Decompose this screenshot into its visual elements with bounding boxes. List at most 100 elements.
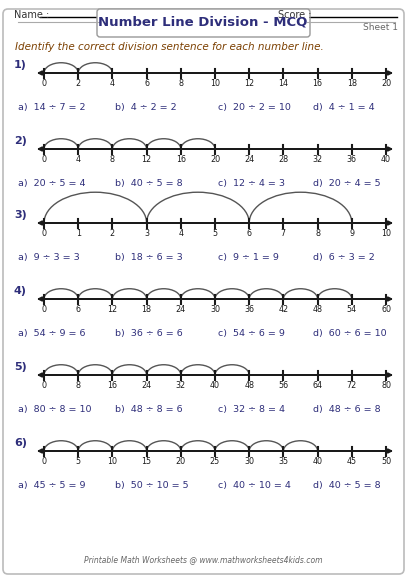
Text: 5: 5	[76, 457, 81, 466]
Text: 35: 35	[278, 457, 289, 466]
Text: d)  4 ÷ 1 = 4: d) 4 ÷ 1 = 4	[313, 103, 374, 112]
Text: 15: 15	[142, 457, 152, 466]
Text: 16: 16	[107, 381, 117, 390]
Text: c)  54 ÷ 6 = 9: c) 54 ÷ 6 = 9	[218, 329, 285, 338]
Text: 25: 25	[210, 457, 220, 466]
Text: 20: 20	[176, 457, 186, 466]
Text: 4: 4	[76, 155, 81, 164]
Text: d)  48 ÷ 6 = 8: d) 48 ÷ 6 = 8	[313, 405, 381, 414]
Text: 28: 28	[278, 155, 289, 164]
Text: 30: 30	[244, 457, 254, 466]
Text: 6: 6	[247, 229, 252, 238]
Text: 1: 1	[76, 229, 81, 238]
Text: 16: 16	[176, 155, 186, 164]
Text: 40: 40	[381, 155, 391, 164]
Text: 12: 12	[107, 305, 118, 314]
Text: 72: 72	[347, 381, 357, 390]
Text: 4: 4	[110, 79, 115, 88]
Text: 32: 32	[313, 155, 323, 164]
Text: 14: 14	[278, 79, 289, 88]
Text: 5): 5)	[14, 362, 27, 372]
Text: d)  60 ÷ 6 = 10: d) 60 ÷ 6 = 10	[313, 329, 387, 338]
Text: 5: 5	[212, 229, 218, 238]
Text: 2: 2	[76, 79, 81, 88]
Text: c)  32 ÷ 8 = 4: c) 32 ÷ 8 = 4	[218, 405, 285, 414]
Text: 45: 45	[347, 457, 357, 466]
Text: 48: 48	[244, 381, 254, 390]
Text: 64: 64	[313, 381, 323, 390]
Text: 80: 80	[381, 381, 391, 390]
Text: 24: 24	[244, 155, 254, 164]
Text: 48: 48	[313, 305, 323, 314]
Text: a)  45 ÷ 5 = 9: a) 45 ÷ 5 = 9	[18, 481, 85, 490]
Text: 0: 0	[42, 79, 46, 88]
Text: 24: 24	[142, 381, 152, 390]
Text: Printable Math Worksheets @ www.mathworksheets4kids.com: Printable Math Worksheets @ www.mathwork…	[84, 555, 322, 564]
Text: 12: 12	[244, 79, 254, 88]
Text: b)  36 ÷ 6 = 6: b) 36 ÷ 6 = 6	[115, 329, 183, 338]
Text: 8: 8	[315, 229, 320, 238]
Text: d)  20 ÷ 4 = 5: d) 20 ÷ 4 = 5	[313, 179, 381, 188]
Text: 0: 0	[42, 305, 46, 314]
Text: 0: 0	[42, 229, 46, 238]
Text: Identify the correct division sentence for each number line.: Identify the correct division sentence f…	[15, 42, 324, 52]
Text: a)  9 ÷ 3 = 3: a) 9 ÷ 3 = 3	[18, 253, 80, 262]
Text: b)  4 ÷ 2 = 2: b) 4 ÷ 2 = 2	[115, 103, 177, 112]
Text: d)  40 ÷ 5 = 8: d) 40 ÷ 5 = 8	[313, 481, 381, 490]
Text: c)  20 ÷ 2 = 10: c) 20 ÷ 2 = 10	[218, 103, 291, 112]
Text: 1): 1)	[14, 60, 27, 70]
Text: 10: 10	[210, 79, 220, 88]
Text: 60: 60	[381, 305, 391, 314]
Text: 40: 40	[313, 457, 323, 466]
FancyBboxPatch shape	[3, 9, 404, 574]
Text: 9: 9	[349, 229, 354, 238]
Text: Number Line Division - MCQ: Number Line Division - MCQ	[98, 16, 308, 28]
Text: 4): 4)	[14, 286, 27, 296]
Text: b)  48 ÷ 8 = 6: b) 48 ÷ 8 = 6	[115, 405, 183, 414]
Text: 7: 7	[281, 229, 286, 238]
Text: c)  12 ÷ 4 = 3: c) 12 ÷ 4 = 3	[218, 179, 285, 188]
Text: Sheet 1: Sheet 1	[363, 24, 398, 32]
Text: 36: 36	[244, 305, 254, 314]
Text: 10: 10	[381, 229, 391, 238]
Text: 56: 56	[278, 381, 289, 390]
Text: 8: 8	[110, 155, 115, 164]
Text: 0: 0	[42, 155, 46, 164]
Text: 30: 30	[210, 305, 220, 314]
Text: 24: 24	[176, 305, 186, 314]
Text: 36: 36	[347, 155, 357, 164]
Text: 2): 2)	[14, 136, 27, 146]
Text: 32: 32	[176, 381, 186, 390]
Text: Score :: Score :	[278, 10, 311, 20]
Text: a)  54 ÷ 9 = 6: a) 54 ÷ 9 = 6	[18, 329, 85, 338]
Text: 3: 3	[144, 229, 149, 238]
Text: 4: 4	[178, 229, 183, 238]
Text: b)  50 ÷ 10 = 5: b) 50 ÷ 10 = 5	[115, 481, 188, 490]
Text: 20: 20	[381, 79, 391, 88]
Text: 42: 42	[278, 305, 289, 314]
Text: c)  40 ÷ 10 = 4: c) 40 ÷ 10 = 4	[218, 481, 291, 490]
Text: 54: 54	[347, 305, 357, 314]
Text: d)  6 ÷ 3 = 2: d) 6 ÷ 3 = 2	[313, 253, 375, 262]
Text: 50: 50	[381, 457, 391, 466]
FancyBboxPatch shape	[97, 9, 310, 37]
Text: b)  18 ÷ 6 = 3: b) 18 ÷ 6 = 3	[115, 253, 183, 262]
Text: 0: 0	[42, 457, 46, 466]
Text: 10: 10	[107, 457, 117, 466]
Text: c)  9 ÷ 1 = 9: c) 9 ÷ 1 = 9	[218, 253, 279, 262]
Text: 16: 16	[313, 79, 323, 88]
Text: b)  40 ÷ 5 = 8: b) 40 ÷ 5 = 8	[115, 179, 183, 188]
Text: a)  20 ÷ 5 = 4: a) 20 ÷ 5 = 4	[18, 179, 85, 188]
Text: 6: 6	[76, 305, 81, 314]
Text: 6: 6	[144, 79, 149, 88]
Text: Name :: Name :	[14, 10, 49, 20]
Text: 6): 6)	[14, 438, 27, 448]
Text: 20: 20	[210, 155, 220, 164]
Text: a)  80 ÷ 8 = 10: a) 80 ÷ 8 = 10	[18, 405, 92, 414]
Text: 18: 18	[142, 305, 151, 314]
Text: 8: 8	[178, 79, 183, 88]
Text: a)  14 ÷ 7 = 2: a) 14 ÷ 7 = 2	[18, 103, 85, 112]
Text: 8: 8	[76, 381, 81, 390]
Text: 0: 0	[42, 381, 46, 390]
Text: 40: 40	[210, 381, 220, 390]
